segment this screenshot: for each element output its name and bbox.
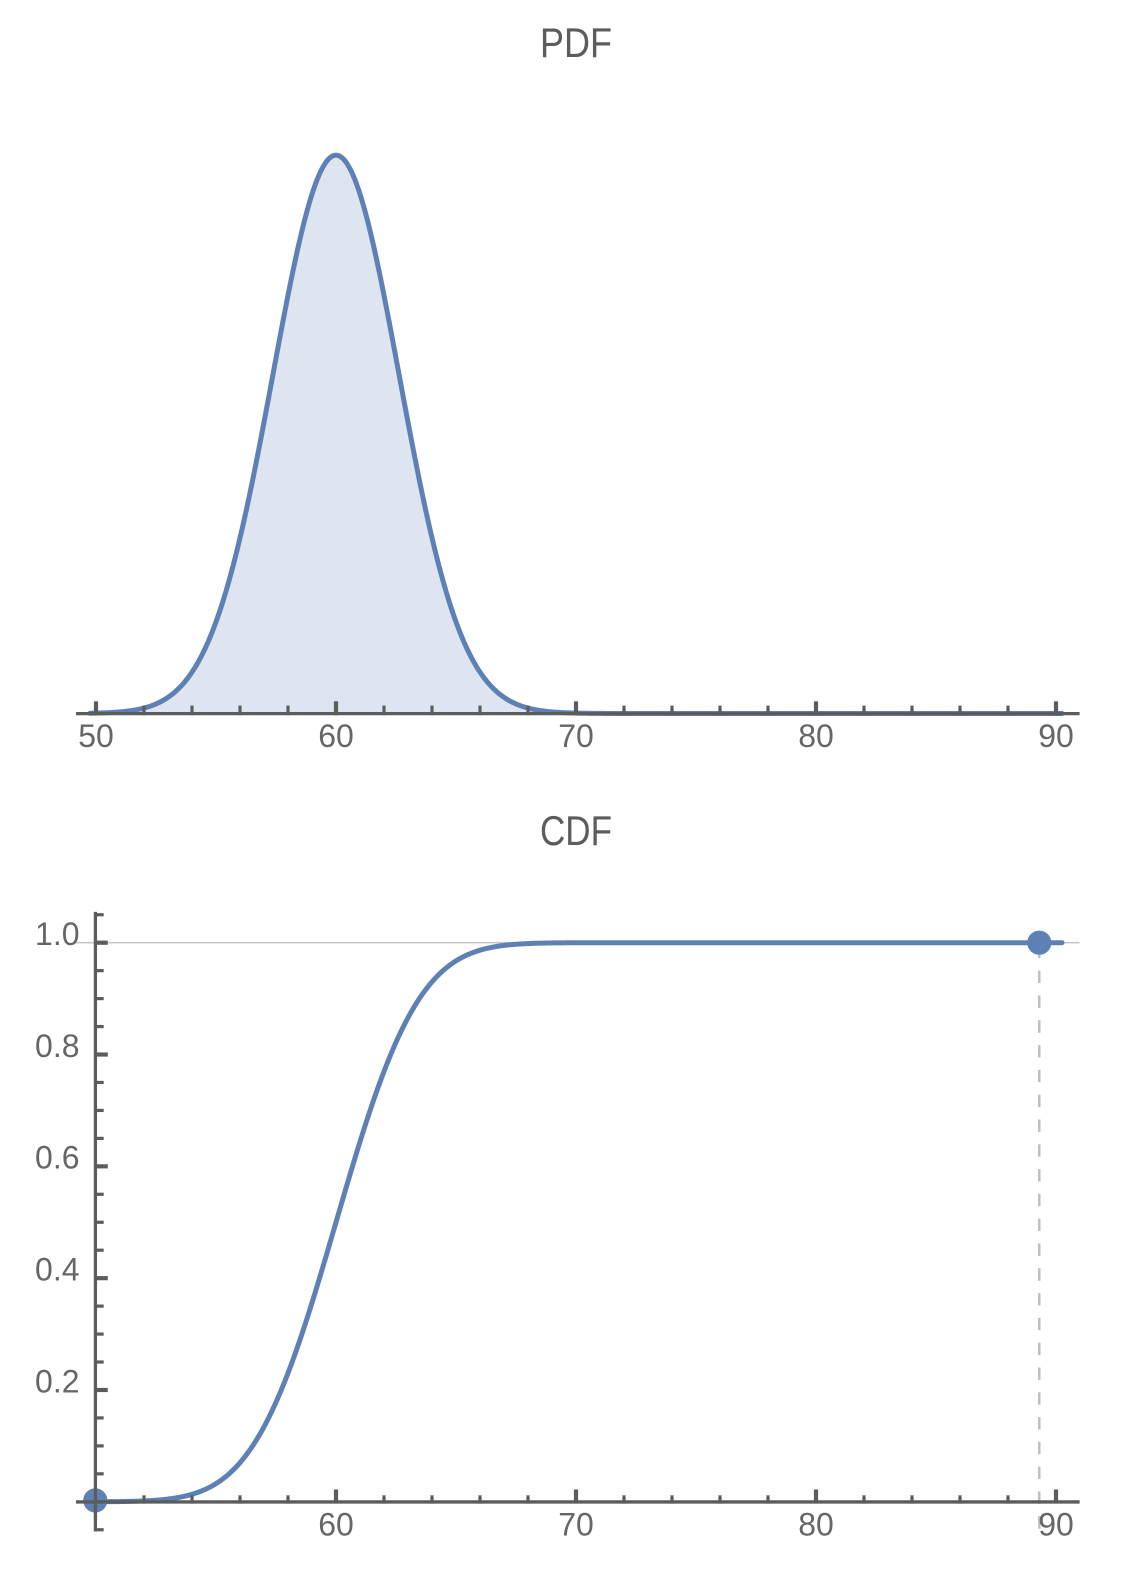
svg-text:70: 70: [558, 1507, 594, 1543]
svg-text:0.8: 0.8: [35, 1028, 79, 1064]
svg-text:PDF: PDF: [540, 19, 612, 66]
svg-text:60: 60: [318, 718, 354, 754]
svg-text:0.2: 0.2: [35, 1363, 79, 1399]
svg-text:70: 70: [558, 718, 594, 754]
svg-text:CDF: CDF: [540, 807, 612, 854]
svg-text:50: 50: [78, 718, 114, 754]
svg-text:1.0: 1.0: [35, 916, 79, 952]
svg-text:80: 80: [798, 718, 834, 754]
svg-text:0.6: 0.6: [35, 1140, 79, 1176]
svg-text:90: 90: [1038, 718, 1074, 754]
svg-text:80: 80: [798, 1507, 834, 1543]
svg-text:60: 60: [318, 1507, 354, 1543]
svg-text:90: 90: [1038, 1507, 1074, 1543]
svg-text:0.4: 0.4: [35, 1251, 79, 1287]
